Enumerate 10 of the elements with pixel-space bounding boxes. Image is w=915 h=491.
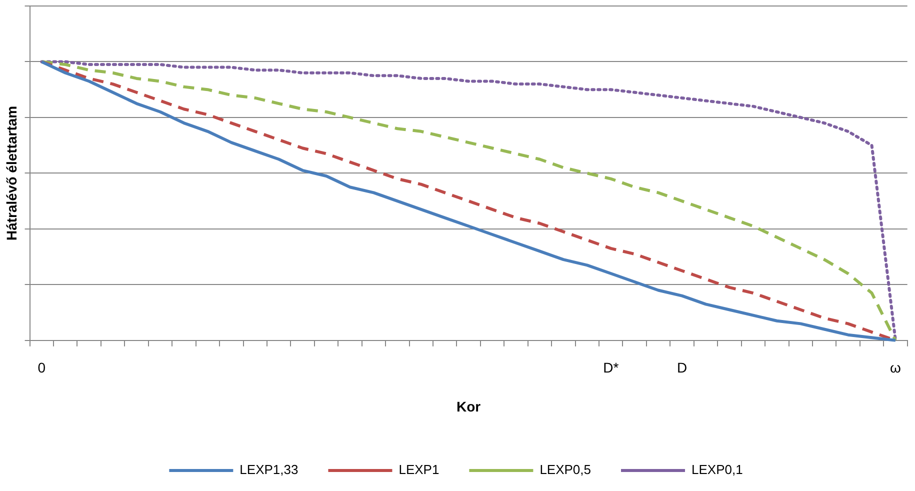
legend-label: LEXP0,5	[540, 462, 592, 478]
legend-label: LEXP1	[398, 462, 440, 478]
legend-label: LEXP0,1	[692, 462, 743, 478]
x-axis-title: Kor	[456, 398, 482, 414]
y-axis-title: Hátralévő élettartam	[3, 106, 20, 241]
x-tick-label: 0	[38, 360, 46, 376]
x-tick-label: ω	[890, 360, 902, 376]
x-tick-label: D*	[603, 360, 620, 376]
x-tick-label: D	[676, 360, 688, 376]
legend-label: LEXP1,33	[240, 462, 298, 478]
